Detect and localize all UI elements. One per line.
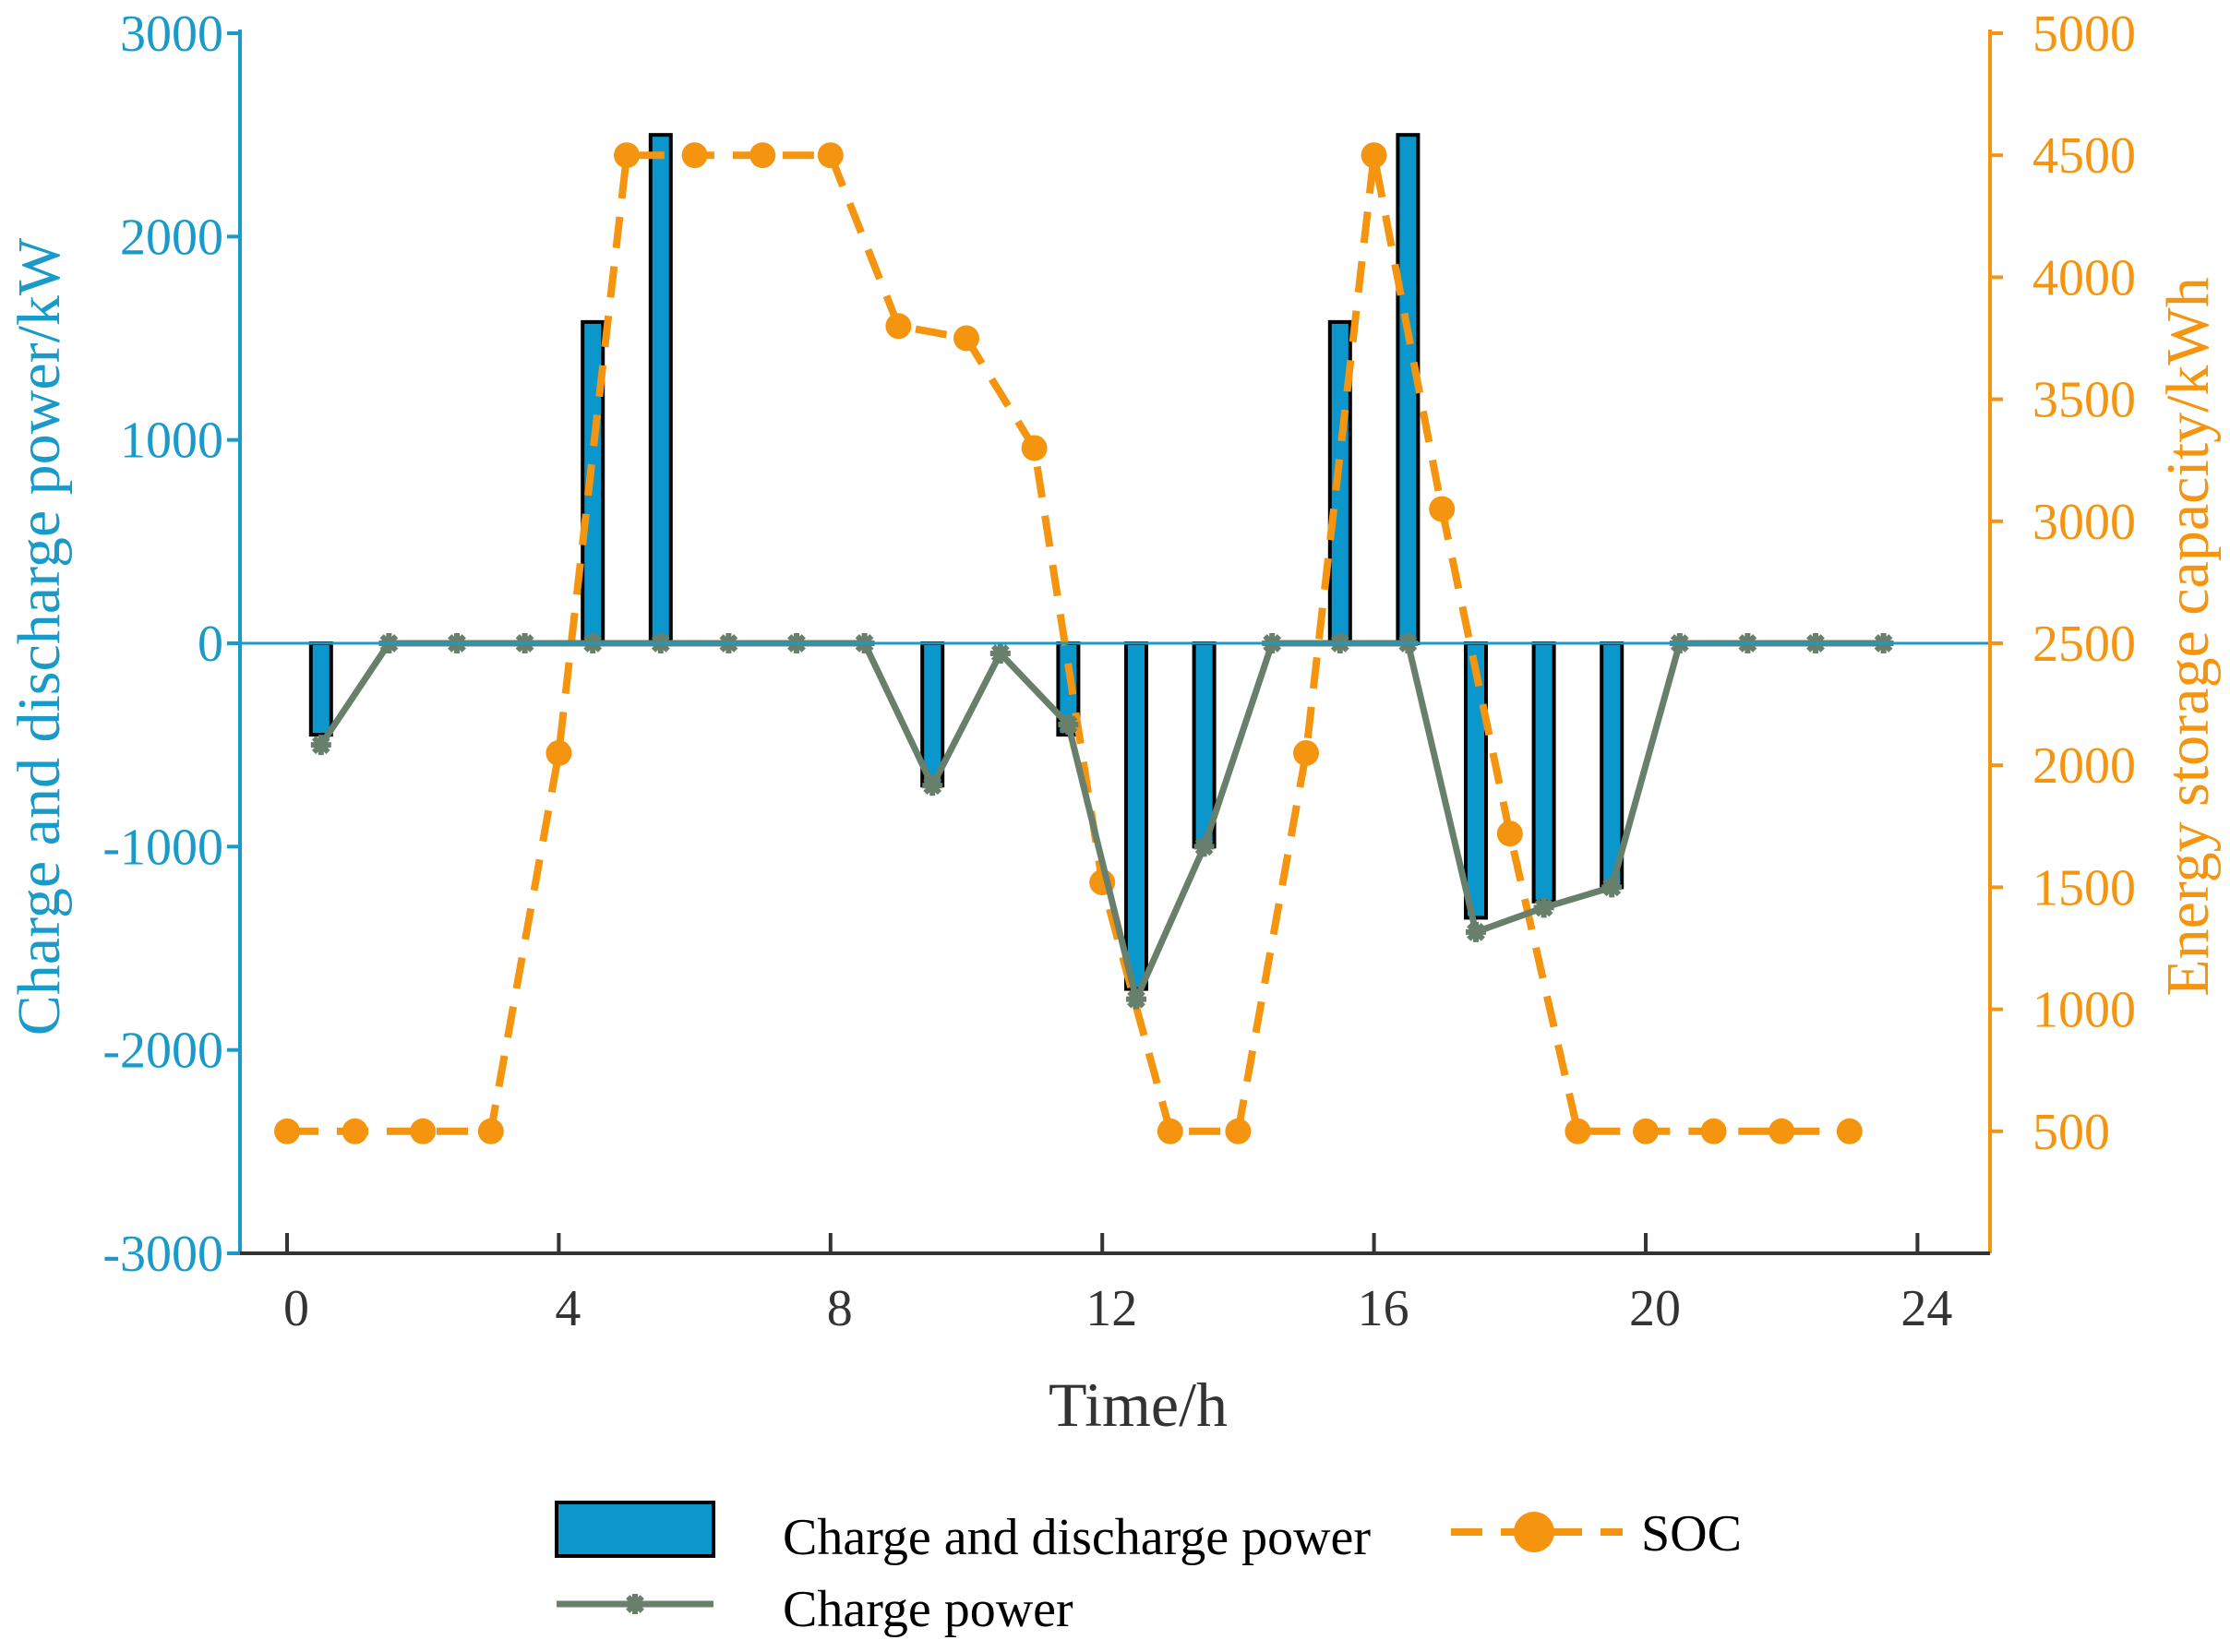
charge-power-point bbox=[922, 775, 943, 796]
soc-point bbox=[1429, 496, 1456, 522]
axes: -3000 -2000 -1000 0 1000 2000 3000 500 1000 1500 2… bbox=[6, 6, 2222, 1440]
bar bbox=[308, 641, 333, 737]
soc-point bbox=[546, 739, 572, 766]
soc-point bbox=[614, 142, 640, 169]
left-tick-label: 1000 bbox=[120, 413, 223, 470]
soc-point bbox=[1225, 1118, 1252, 1144]
charge-power-point-stroke bbox=[1534, 898, 1553, 917]
x-tick-label: 20 bbox=[1629, 1280, 1681, 1337]
right-tick-label: 2000 bbox=[2032, 737, 2136, 795]
left-tick-label: 3000 bbox=[120, 6, 223, 63]
left-tick-label: -3000 bbox=[102, 1226, 223, 1283]
right-tick-label: 4500 bbox=[2032, 127, 2136, 185]
charge-power-point-stroke bbox=[1602, 878, 1622, 897]
bar-series bbox=[308, 133, 1625, 991]
soc-point bbox=[1836, 1118, 1863, 1144]
legend-soc-marker bbox=[1514, 1512, 1554, 1552]
x-tick-label: 0 bbox=[283, 1280, 309, 1337]
soc-point bbox=[681, 142, 708, 169]
x-tick-label: 4 bbox=[555, 1280, 581, 1337]
soc-point bbox=[342, 1118, 368, 1144]
charge-power-point bbox=[1126, 988, 1146, 1010]
right-tick-label: 5000 bbox=[2032, 6, 2136, 63]
soc-series bbox=[274, 142, 1863, 1144]
charge-power-line bbox=[318, 640, 1884, 1003]
soc-point bbox=[1021, 435, 1048, 461]
x-tick-label: 24 bbox=[1900, 1280, 1952, 1337]
soc-point bbox=[410, 1118, 437, 1144]
charge-power-point-stroke bbox=[990, 644, 1010, 663]
left-tick-label: 0 bbox=[198, 616, 223, 673]
charge-power-point bbox=[989, 643, 1011, 664]
charge-power-point-stroke bbox=[1059, 715, 1078, 735]
right-tick-label: 2500 bbox=[2032, 616, 2136, 673]
charge-power-point bbox=[310, 735, 331, 756]
soc-point bbox=[817, 142, 844, 169]
left-axis-title: Charge and discharge power/kW bbox=[6, 237, 73, 1035]
legend-bar-swatch bbox=[555, 1501, 715, 1558]
soc-point bbox=[477, 1118, 504, 1144]
right-tick-label: 1000 bbox=[2032, 982, 2136, 1039]
left-tick-label: -1000 bbox=[102, 819, 223, 876]
charge-power-point bbox=[1466, 921, 1486, 942]
legend-soc-label: SOC bbox=[1641, 1505, 1742, 1562]
right-axis-title: Energy storage capacity/kWh bbox=[2154, 277, 2222, 996]
soc-point bbox=[885, 313, 912, 340]
charge-power-point-stroke bbox=[1467, 922, 1485, 941]
soc-point bbox=[749, 142, 776, 169]
soc-point bbox=[1633, 1118, 1659, 1144]
charge-power-point-stroke bbox=[923, 776, 942, 796]
left-tick-label: -2000 bbox=[102, 1023, 223, 1080]
legend-line-label: Charge power bbox=[783, 1581, 1073, 1638]
bar bbox=[1396, 133, 1421, 645]
soc-point bbox=[1293, 739, 1319, 766]
soc-point bbox=[1565, 1118, 1591, 1144]
right-tick-label: 4000 bbox=[2032, 249, 2136, 306]
charge-power-point bbox=[1193, 836, 1215, 857]
soc-point bbox=[1361, 142, 1387, 169]
x-axis-title: Time/h bbox=[1049, 1370, 1228, 1440]
soc-point bbox=[274, 1118, 300, 1144]
right-tick-label: 1500 bbox=[2032, 859, 2136, 916]
charge-power-point bbox=[1601, 877, 1623, 898]
soc-point bbox=[953, 325, 979, 352]
charge-power-point bbox=[1533, 897, 1554, 918]
x-tick-label: 12 bbox=[1085, 1280, 1137, 1337]
x-tick-label: 16 bbox=[1358, 1280, 1409, 1337]
right-tick-label: 3000 bbox=[2032, 494, 2136, 551]
charge-power-point-stroke bbox=[1194, 837, 1214, 856]
legend-bar-label: Charge and discharge power bbox=[783, 1509, 1371, 1566]
legend-line-marker-stroke bbox=[626, 1595, 644, 1613]
bar bbox=[1124, 641, 1148, 991]
soc-point bbox=[1157, 1118, 1183, 1144]
bar bbox=[1531, 641, 1556, 904]
left-tick-label: 2000 bbox=[120, 209, 223, 266]
x-tick-label: 8 bbox=[827, 1280, 853, 1337]
charge-power-point-stroke bbox=[311, 736, 330, 755]
soc-point bbox=[1768, 1118, 1795, 1144]
right-tick-label: 500 bbox=[2032, 1104, 2110, 1161]
legend: Charge and discharge power Charge power SO… bbox=[555, 1501, 1742, 1638]
soc-point bbox=[1496, 820, 1523, 847]
soc-point bbox=[1700, 1118, 1727, 1144]
charge-power-point bbox=[1058, 714, 1079, 736]
legend-line-marker bbox=[625, 1594, 645, 1614]
charge-power-point-stroke bbox=[1127, 989, 1145, 1009]
bar bbox=[648, 133, 673, 645]
right-tick-label: 3500 bbox=[2032, 372, 2136, 429]
